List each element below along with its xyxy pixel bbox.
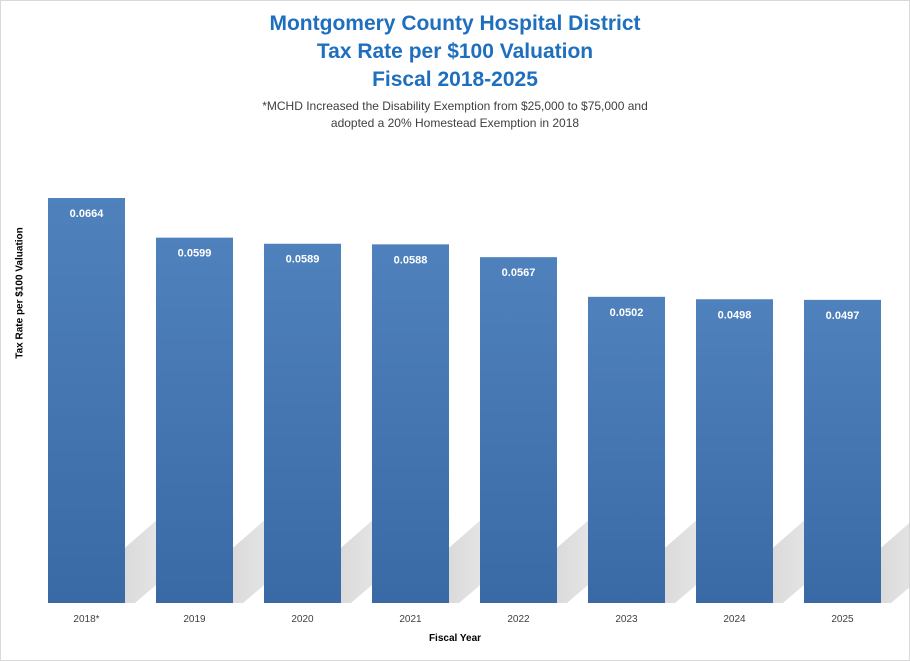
chart-title-line-1: Montgomery County Hospital District [269, 12, 641, 35]
chart-subtitle: *MCHD Increased the Disability Exemption… [0, 98, 910, 132]
x-tick-label: 2020 [291, 614, 314, 625]
x-tick-label: 2021 [399, 614, 422, 625]
data-label: 0.0599 [178, 248, 212, 260]
x-axis-label: Fiscal Year [428, 633, 482, 644]
bar-2025 [804, 299, 881, 603]
chart-title-line-2: Tax Rate per $100 Valuation [316, 40, 594, 63]
bar-2019 [156, 237, 233, 603]
bar-2024 [696, 299, 773, 603]
x-tick-labels: 2018* 2019 2020 2021 2022 2023 2024 2025 [73, 614, 854, 625]
x-tick-label: 2023 [615, 614, 638, 625]
chart-subtitle-line-1: *MCHD Increased the Disability Exemption… [262, 99, 648, 113]
bar-2021 [372, 244, 449, 604]
y-axis-label: Tax Rate per $100 Valuation [14, 227, 26, 359]
data-label: 0.0588 [394, 254, 428, 266]
bar-2023 [588, 296, 665, 603]
bar-2022 [480, 257, 557, 603]
x-tick-label: 2024 [723, 614, 746, 625]
bar-2020 [264, 243, 341, 603]
data-label: 0.0589 [286, 254, 320, 266]
x-tick-label: 2018* [73, 614, 99, 625]
bars [48, 198, 881, 604]
chart-title-line-3: Fiscal 2018-2025 [372, 68, 538, 91]
data-label: 0.0502 [610, 307, 644, 319]
x-tick-label: 2025 [831, 614, 854, 625]
data-label: 0.0567 [502, 267, 536, 279]
data-label: 0.0497 [826, 310, 860, 322]
x-tick-label: 2019 [183, 614, 206, 625]
data-labels: 0.0664 0.0599 0.0589 0.0588 0.0567 0.0502 0.04… [70, 208, 860, 322]
data-label: 0.0664 [70, 208, 105, 220]
bar-2018 [48, 198, 125, 603]
data-label: 0.0498 [718, 309, 752, 321]
chart-subtitle-line-2: adopted a 20% Homestead Exemption in 201… [330, 116, 580, 130]
chart-title-block: Montgomery County Hospital District Tax … [0, 10, 910, 132]
x-tick-label: 2022 [507, 614, 530, 625]
